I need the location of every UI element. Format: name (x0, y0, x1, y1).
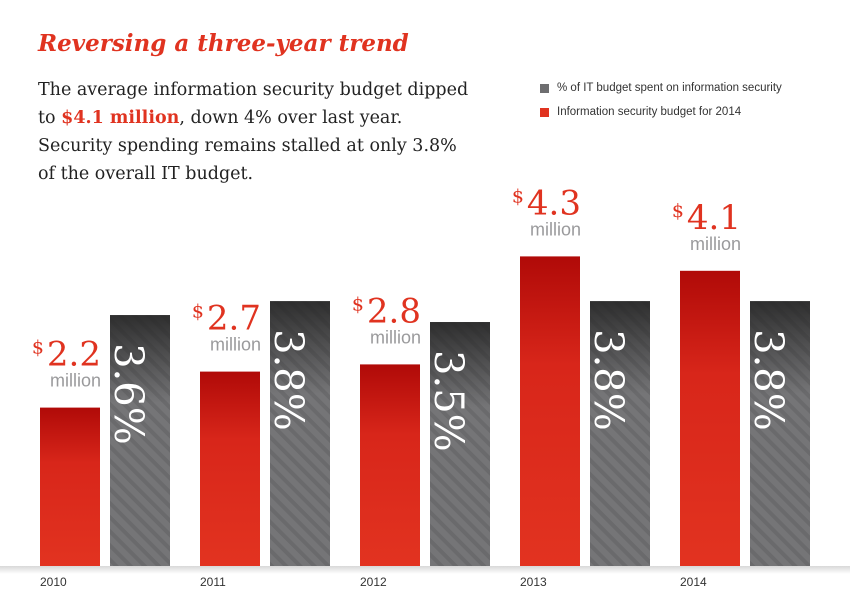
legend-label: % of IT budget spent on information secu… (557, 82, 782, 94)
description-highlight: $4.1 million (61, 108, 180, 128)
percent-value-label: 3.8% (585, 329, 631, 431)
year-label: 2011 (200, 575, 226, 589)
year-label: 2013 (520, 575, 547, 589)
year-label: 2014 (680, 575, 707, 589)
description-text-end: , down 4% over last year. Security spend… (38, 108, 457, 184)
budget-bar (360, 364, 420, 566)
chart-title: Reversing a three-year trend (38, 30, 409, 57)
percent-bar-shade (750, 301, 810, 566)
budget-bar (40, 407, 100, 566)
budget-unit-label: million (690, 234, 741, 254)
percent-value-label: 3.8% (745, 329, 791, 431)
year-label: 2010 (40, 575, 67, 589)
description-text: The average information security budget … (38, 80, 469, 128)
percent-value-label: 3.8% (265, 329, 311, 431)
percent-bar-shade (110, 315, 170, 566)
legend-swatch-red (540, 107, 549, 117)
budget-unit-label: million (50, 371, 101, 391)
baseline (0, 566, 850, 574)
budget-bar (200, 371, 260, 566)
percent-value-label: 3.5% (425, 350, 471, 452)
budget-bar (520, 256, 580, 566)
legend-item-percent: % of IT budget spent on information secu… (540, 82, 782, 94)
legend-swatch-gray (540, 83, 549, 93)
budget-unit-label: million (530, 219, 581, 239)
percent-bar-shade (430, 322, 490, 566)
budget-value-label: $2.2 (32, 335, 101, 375)
percent-value-label: 3.6% (105, 343, 151, 445)
year-label: 2012 (360, 575, 387, 589)
budget-value-label: $4.3 (512, 183, 581, 223)
budget-value-label: $2.7 (192, 299, 261, 339)
budget-value-label: $2.8 (352, 291, 421, 331)
budget-bar (680, 270, 740, 566)
budget-unit-label: million (370, 327, 421, 347)
percent-bar-shade (590, 301, 650, 566)
percent-bar-shade (270, 301, 330, 566)
budget-value-label: $4.1 (672, 198, 741, 238)
legend-item-budget: Information security budget for 2014 (540, 106, 741, 118)
budget-unit-label: million (210, 335, 261, 355)
legend-label: Information security budget for 2014 (557, 106, 742, 118)
description: The average information security budget … (38, 76, 478, 188)
